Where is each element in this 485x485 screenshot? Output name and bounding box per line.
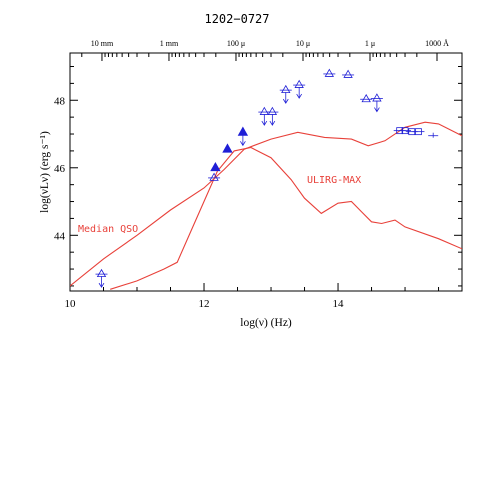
filled-triangle-marker (237, 126, 249, 136)
top-tick-label-1mu: 1 μ (365, 39, 375, 48)
upper-limit-arrow (261, 120, 268, 126)
axis-ticks (69, 53, 462, 291)
data-point (258, 106, 271, 126)
top-tick-label-10mm: 10 mm (91, 39, 114, 48)
data-point (95, 268, 108, 288)
data-point (360, 93, 373, 103)
data-point (412, 128, 425, 136)
upper-limit-arrow (296, 93, 303, 99)
data-point (428, 132, 439, 138)
open-triangle-marker (372, 93, 382, 102)
open-triangle-marker (343, 69, 353, 78)
chart-title: 1202−0727 (204, 12, 269, 26)
data-point (237, 126, 249, 147)
tick-labels: 10 12 14 44 46 48 (54, 95, 344, 310)
upper-limit-arrow (374, 107, 380, 113)
upper-limit-arrow (240, 141, 246, 147)
y-tick-label-48: 48 (54, 95, 66, 107)
data-point (208, 172, 221, 181)
open-triangle-marker (361, 93, 371, 103)
open-triangle-marker (267, 106, 278, 115)
ulirg-max-label: ULIRG-MAX (307, 175, 361, 186)
x-tick-label-14: 14 (333, 298, 345, 310)
model-curve-ulirg-max (110, 146, 462, 290)
open-triangle-marker (96, 268, 107, 278)
data-point (279, 84, 292, 104)
model-curves (70, 121, 462, 290)
filled-triangle-marker (210, 161, 221, 172)
x-axis-label: log(ν) (Hz) (240, 317, 292, 329)
upper-limit-arrow (98, 282, 105, 288)
open-triangle-marker (259, 106, 270, 115)
top-tick-label-1000A: 1000 Å (425, 39, 449, 48)
plot-frame (69, 52, 463, 292)
x-tick-label-10: 10 (65, 298, 77, 310)
y-tick-label-46: 46 (54, 163, 66, 175)
filled-triangle-marker (222, 143, 233, 153)
open-triangle-marker (281, 84, 291, 94)
model-curve-median-qso (70, 121, 462, 287)
data-point (266, 106, 279, 126)
y-axis-label: log(νLν) (erg s⁻¹) (39, 131, 51, 213)
data-point (293, 79, 306, 99)
open-triangle-marker (209, 172, 219, 181)
top-tick-label-100mu: 100 μ (227, 39, 245, 48)
data-point (323, 68, 336, 77)
upper-limit-arrow (282, 98, 289, 104)
upper-limit-arrow (269, 120, 276, 126)
data-point (370, 93, 383, 113)
data-points (95, 68, 439, 288)
top-tick-label-10mu: 10 μ (296, 39, 310, 48)
x-tick-label-12: 12 (199, 298, 210, 310)
open-triangle-marker (294, 79, 304, 88)
data-point (210, 161, 221, 172)
data-point (342, 69, 355, 78)
median-qso-label: Median QSO (78, 224, 138, 235)
open-triangle-marker (324, 68, 335, 77)
data-point (222, 143, 233, 153)
y-tick-label-44: 44 (54, 230, 66, 242)
top-tick-label-1mm: 1 mm (160, 39, 179, 48)
wavelength-axis-labels: 10 mm 1 mm 100 μ 10 μ 1 μ 1000 Å (91, 39, 449, 48)
